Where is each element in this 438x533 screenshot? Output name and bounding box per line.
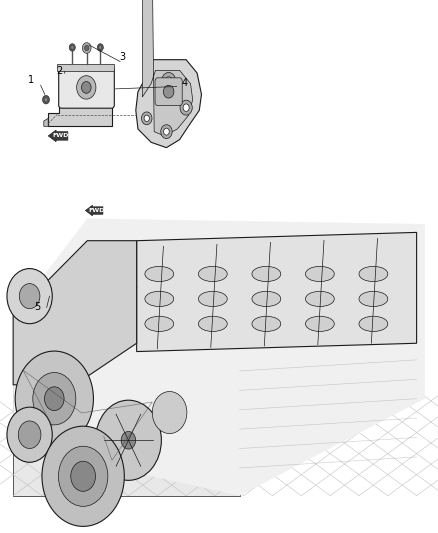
Circle shape — [141, 112, 152, 125]
Polygon shape — [13, 385, 240, 496]
FancyArrow shape — [85, 205, 103, 216]
Circle shape — [152, 392, 187, 433]
Circle shape — [42, 95, 49, 104]
Ellipse shape — [252, 266, 281, 281]
Circle shape — [183, 104, 189, 111]
Text: 4: 4 — [182, 78, 188, 88]
Polygon shape — [13, 241, 137, 385]
Circle shape — [82, 43, 91, 53]
Polygon shape — [13, 219, 425, 496]
Polygon shape — [44, 118, 48, 126]
Ellipse shape — [305, 316, 334, 332]
Circle shape — [163, 85, 174, 98]
Circle shape — [71, 46, 74, 49]
Circle shape — [85, 45, 89, 51]
Ellipse shape — [145, 316, 174, 332]
Circle shape — [180, 100, 192, 115]
Ellipse shape — [145, 291, 174, 306]
Ellipse shape — [198, 266, 227, 281]
Polygon shape — [25, 252, 137, 362]
Text: 2: 2 — [56, 66, 62, 76]
Circle shape — [99, 46, 102, 49]
Polygon shape — [142, 0, 193, 136]
Circle shape — [121, 431, 136, 449]
Text: FWD: FWD — [88, 208, 104, 213]
Circle shape — [19, 284, 40, 309]
Ellipse shape — [252, 291, 281, 306]
Circle shape — [69, 44, 75, 51]
Circle shape — [77, 76, 96, 99]
Ellipse shape — [145, 266, 174, 281]
Circle shape — [45, 387, 64, 410]
Circle shape — [33, 373, 76, 425]
Circle shape — [7, 407, 52, 462]
Circle shape — [163, 128, 169, 135]
Circle shape — [165, 77, 172, 85]
Circle shape — [71, 461, 95, 491]
Text: 1: 1 — [28, 75, 34, 85]
Polygon shape — [137, 232, 417, 352]
Ellipse shape — [305, 291, 334, 306]
FancyBboxPatch shape — [155, 78, 182, 106]
Circle shape — [144, 115, 149, 122]
Bar — [57, 64, 114, 71]
FancyBboxPatch shape — [59, 67, 114, 108]
Circle shape — [162, 72, 176, 90]
Circle shape — [97, 44, 103, 51]
Circle shape — [42, 426, 124, 527]
Circle shape — [58, 446, 108, 506]
Circle shape — [44, 98, 48, 102]
Circle shape — [7, 269, 52, 324]
Ellipse shape — [252, 316, 281, 332]
Ellipse shape — [359, 266, 388, 281]
Text: 3: 3 — [120, 52, 126, 62]
Text: 5: 5 — [34, 302, 40, 312]
Polygon shape — [48, 105, 112, 126]
Circle shape — [161, 125, 172, 139]
Ellipse shape — [198, 291, 227, 306]
Ellipse shape — [305, 266, 334, 281]
Circle shape — [15, 351, 93, 446]
Ellipse shape — [359, 291, 388, 306]
Text: FWD: FWD — [52, 133, 69, 139]
Ellipse shape — [359, 316, 388, 332]
Circle shape — [95, 400, 161, 480]
Circle shape — [18, 421, 41, 448]
Circle shape — [81, 82, 91, 93]
Polygon shape — [136, 60, 201, 148]
Ellipse shape — [198, 316, 227, 332]
FancyArrow shape — [48, 130, 68, 142]
